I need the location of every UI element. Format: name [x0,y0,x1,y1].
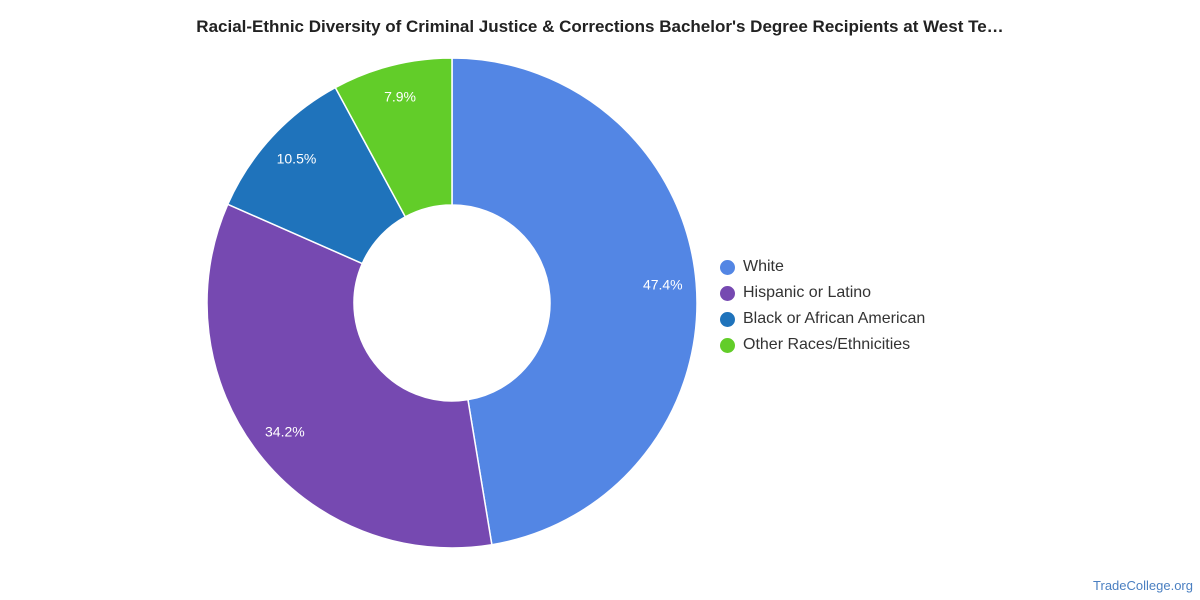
chart-title: Racial-Ethnic Diversity of Criminal Just… [196,17,1004,36]
legend-item-hispanic-or-latino[interactable]: Hispanic or Latino [720,280,925,306]
legend-label: White [743,258,784,275]
legend-swatch-icon [720,259,735,275]
slice-black-or-african-american[interactable] [226,86,407,265]
slice-white[interactable] [451,57,698,546]
slice-label-black-or-african-american: 10.5% [277,150,317,166]
legend-swatch-icon [720,285,735,301]
slice-other-races-ethnicities[interactable] [334,57,453,218]
slice-hispanic-or-latino[interactable] [206,203,493,549]
legend-label: Hispanic or Latino [743,284,872,301]
legend-swatch-icon [720,311,735,327]
legend-item-white[interactable]: White [720,254,925,280]
slice-label-hispanic-or-latino: 34.2% [265,423,305,439]
legend-label: Black or African American [743,310,926,327]
legend-item-other-races-ethnicities[interactable]: Other Races/Ethnicities [720,332,925,358]
slice-label-white: 47.4% [643,276,683,292]
slice-label-other-races-ethnicities: 7.9% [384,89,416,105]
watermark[interactable]: TradeCollege.org [1093,578,1193,593]
legend-label: Other Races/Ethnicities [743,336,911,353]
legend: White Hispanic or Latino Black or African … [720,254,925,358]
legend-swatch-icon [720,337,735,353]
legend-item-black-or-african-american[interactable]: Black or African American [720,306,925,332]
